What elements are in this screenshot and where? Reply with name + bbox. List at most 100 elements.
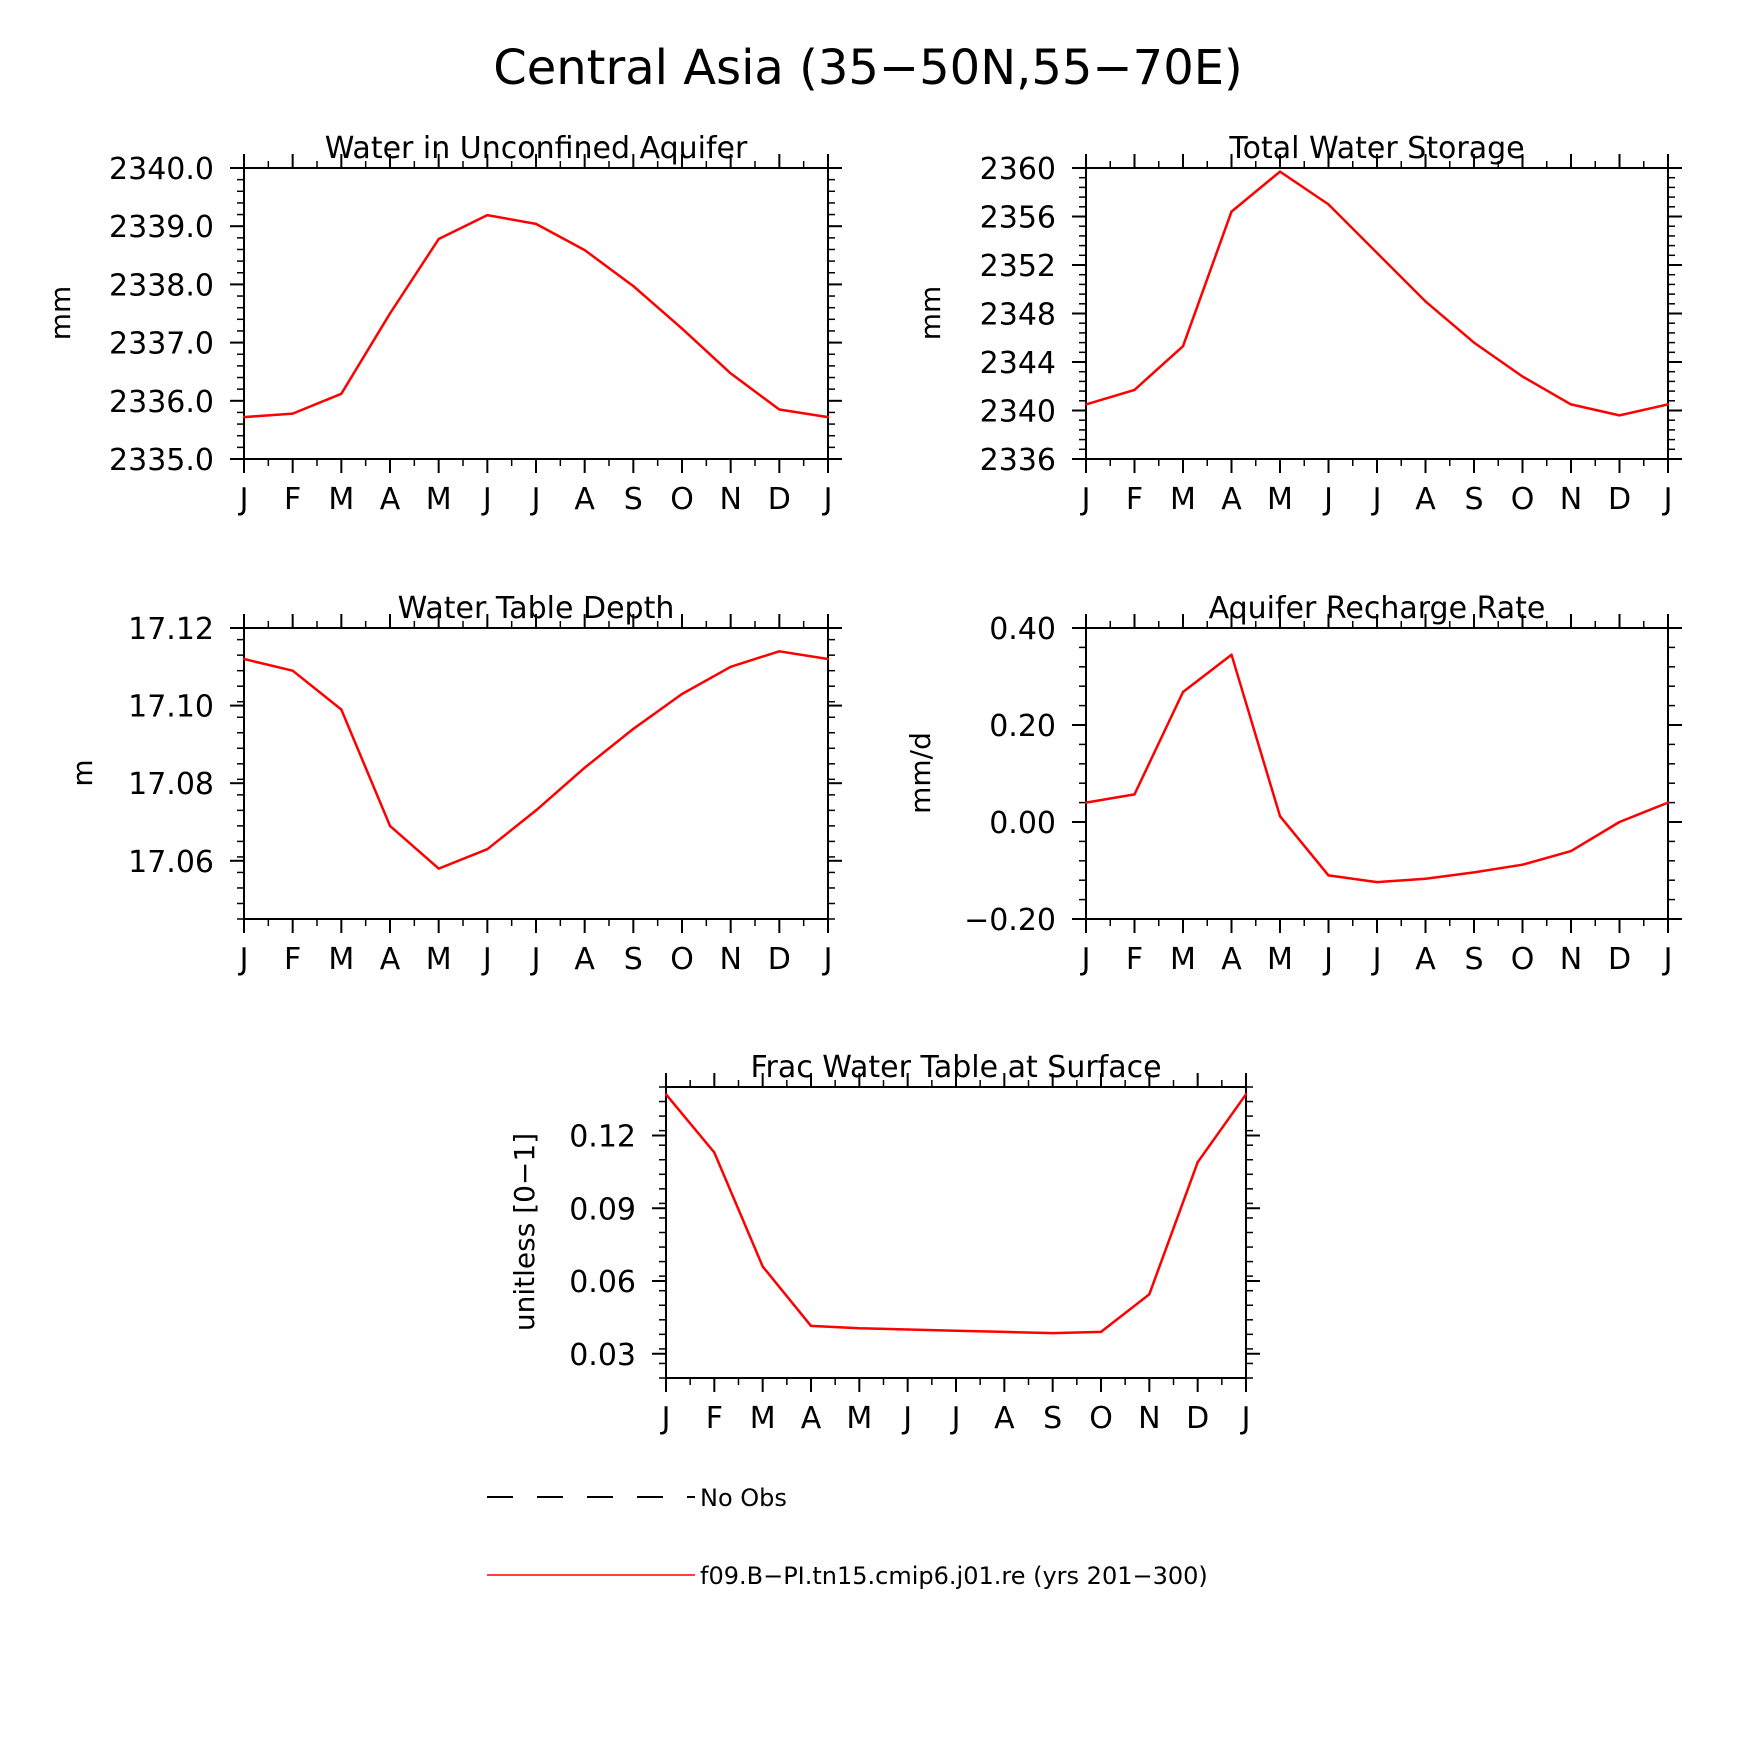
x-tick-label: A (574, 482, 595, 517)
x-tick-label: N (1560, 942, 1582, 977)
plot-frame (1085, 627, 1669, 920)
data-point (761, 1265, 764, 1268)
x-tick-label: J (1240, 1401, 1251, 1436)
data-point (437, 867, 440, 870)
data-point (632, 727, 635, 731)
data-point (583, 248, 586, 252)
data-point (1472, 871, 1476, 874)
x-tick-label: D (1186, 1401, 1209, 1436)
x-tick-label: M (750, 1401, 776, 1436)
x-tick-label: A (574, 942, 595, 977)
y-tick-label: 0.09 (569, 1192, 636, 1227)
y-tick-label: 0.12 (569, 1120, 636, 1155)
data-point (1618, 820, 1621, 824)
x-tick-label: F (1126, 482, 1143, 517)
data-point (1084, 801, 1088, 804)
series-line (1085, 653, 1669, 884)
data-point (534, 222, 538, 226)
data-point (729, 665, 732, 668)
y-tick-label: 0.40 (989, 612, 1056, 647)
series-line (665, 1093, 1248, 1335)
data-point (858, 1327, 861, 1330)
x-tick-label: S (624, 482, 643, 517)
y-tick-label: 2348 (980, 298, 1056, 333)
data-point (242, 415, 246, 419)
data-point (388, 312, 392, 315)
y-tick-label: 2340 (980, 395, 1056, 430)
data-point (664, 1093, 668, 1096)
y-tick-label: 0.20 (989, 709, 1056, 744)
data-point (778, 408, 781, 411)
x-tick-label: O (670, 942, 694, 977)
y-axis-label: unitless [0−1] (508, 1133, 541, 1331)
data-point (680, 692, 684, 696)
data-point (1278, 814, 1282, 818)
data-point (1148, 1293, 1151, 1296)
x-tick-label: J (481, 482, 492, 517)
data-point (778, 650, 781, 653)
x-tick-label: J (1371, 482, 1382, 517)
x-tick-label: S (1043, 1401, 1062, 1436)
y-tick-label: 2339.0 (109, 210, 214, 245)
x-tick-label: J (822, 942, 833, 977)
x-tick-label: J (1662, 482, 1673, 517)
x-tick-label: D (1608, 942, 1631, 977)
data-point (1424, 300, 1427, 303)
data-point (340, 708, 343, 711)
x-tick-label: O (1511, 942, 1535, 977)
data-point (583, 766, 586, 769)
data-point (1133, 388, 1136, 392)
plot-frame (1085, 167, 1669, 460)
y-tick-label: −0.20 (964, 903, 1056, 938)
x-tick-label: F (1126, 942, 1143, 977)
data-point (1181, 690, 1185, 694)
y-tick-label: 2335.0 (109, 443, 214, 478)
data-point (826, 657, 830, 661)
x-tick-label: N (1560, 482, 1582, 517)
data-point (1375, 880, 1379, 884)
data-point (1327, 874, 1330, 877)
data-point (1084, 403, 1088, 406)
data-point (437, 237, 440, 241)
data-point (826, 415, 830, 419)
series-line (243, 650, 829, 870)
x-tick-label: M (426, 942, 452, 977)
x-tick-label: J (530, 482, 541, 517)
x-tick-label: M (328, 482, 354, 517)
x-tick-label: A (801, 1401, 822, 1436)
data-point (1230, 653, 1233, 656)
x-tick-label: A (380, 482, 401, 517)
data-point (809, 1324, 813, 1328)
data-point (1244, 1093, 1248, 1096)
x-tick-label: J (530, 942, 541, 977)
y-tick-label: 2337.0 (109, 327, 214, 362)
data-point (1521, 375, 1524, 378)
data-point (1569, 403, 1573, 406)
y-axis-label: mm (44, 286, 77, 341)
data-point (1618, 414, 1621, 417)
y-tick-label: 17.08 (128, 767, 214, 802)
data-point (1569, 849, 1573, 853)
legend-label: f09.B−PI.tn15.cmip6.j01.re (yrs 201−300) (700, 1562, 1208, 1590)
y-tick-label: 2344 (980, 346, 1056, 381)
data-point (954, 1329, 958, 1332)
y-tick-label: 2360 (980, 152, 1056, 187)
data-point (1472, 341, 1476, 344)
x-tick-label: J (950, 1401, 961, 1436)
y-tick-label: 2340.0 (109, 152, 214, 187)
x-tick-label: N (719, 942, 741, 977)
x-tick-label: J (1322, 942, 1333, 977)
x-tick-label: J (238, 942, 249, 977)
y-tick-label: 0.00 (989, 806, 1056, 841)
x-tick-label: A (1415, 942, 1436, 977)
data-point (680, 327, 684, 330)
x-tick-label: J (1080, 482, 1091, 517)
x-tick-label: J (660, 1401, 671, 1436)
x-tick-label: F (706, 1401, 723, 1436)
x-tick-label: S (1464, 482, 1483, 517)
